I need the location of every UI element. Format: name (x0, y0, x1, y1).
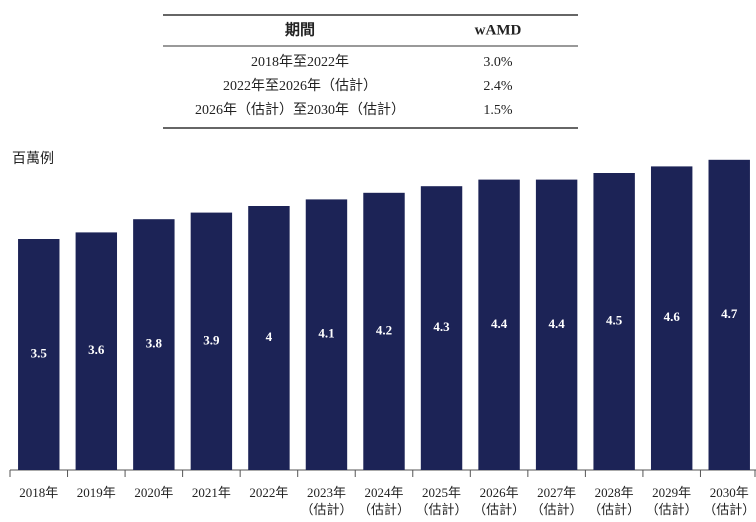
x-tick-label: 2024年（估計） (358, 485, 410, 517)
table-cell: 2026年（估計）至2030年（估計） (195, 102, 405, 118)
x-tick-label: 2027年（估計） (531, 485, 583, 517)
bar (18, 239, 60, 470)
x-tick-label: 2021年 (192, 485, 231, 500)
value-label: 3.9 (203, 332, 220, 347)
bar (535, 179, 578, 470)
value-label: 4.6 (664, 309, 681, 324)
value-label: 4.7 (721, 306, 738, 321)
bar (75, 232, 118, 470)
x-tick-label: 2019年 (77, 485, 116, 500)
bar (708, 159, 750, 471)
bar (133, 219, 175, 470)
bar (190, 212, 233, 470)
unit-label: 百萬例 (12, 151, 54, 167)
bar (478, 179, 520, 470)
table-cell: 1.5% (483, 103, 513, 118)
value-label: 4.2 (376, 322, 392, 337)
bar (420, 186, 463, 470)
x-tick-label: 2020年 (134, 485, 173, 500)
bar (248, 206, 290, 470)
x-tick-label: 2028年（估計） (588, 485, 640, 517)
table-cell: 2.4% (483, 79, 513, 94)
value-label: 4.5 (606, 312, 623, 327)
x-tick-label: 2022年 (249, 485, 288, 500)
value-label: 3.5 (31, 345, 48, 360)
value-label: 4.4 (548, 316, 565, 331)
value-label: 4 (266, 329, 273, 344)
table-header: wAMD (475, 22, 522, 38)
value-label: 4.1 (318, 326, 334, 341)
table-cell: 2022年至2026年（估計） (223, 78, 377, 94)
bar (305, 199, 348, 470)
x-tick-label: 2029年（估計） (646, 485, 698, 517)
table-cell: 2018年至2022年 (251, 54, 349, 70)
table-cell: 3.0% (483, 55, 513, 70)
bar (363, 192, 405, 471)
x-tick-label: 2025年（估計） (416, 485, 468, 517)
bar (593, 173, 635, 470)
x-tick-label: 2030年（估計） (703, 485, 755, 517)
value-label: 4.4 (491, 316, 508, 331)
value-label: 3.8 (146, 336, 163, 351)
bar (650, 166, 693, 470)
x-tick-label: 2018年 (19, 485, 58, 500)
value-label: 4.3 (433, 319, 450, 334)
value-label: 3.6 (88, 342, 105, 357)
x-tick-label: 2026年（估計） (473, 485, 525, 517)
table-header: 期間 (285, 20, 315, 38)
x-tick-label: 2023年（估計） (300, 485, 352, 517)
